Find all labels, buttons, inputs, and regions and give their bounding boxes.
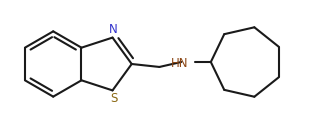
- Text: HN: HN: [170, 57, 188, 69]
- Text: N: N: [109, 23, 118, 36]
- Text: S: S: [110, 92, 117, 105]
